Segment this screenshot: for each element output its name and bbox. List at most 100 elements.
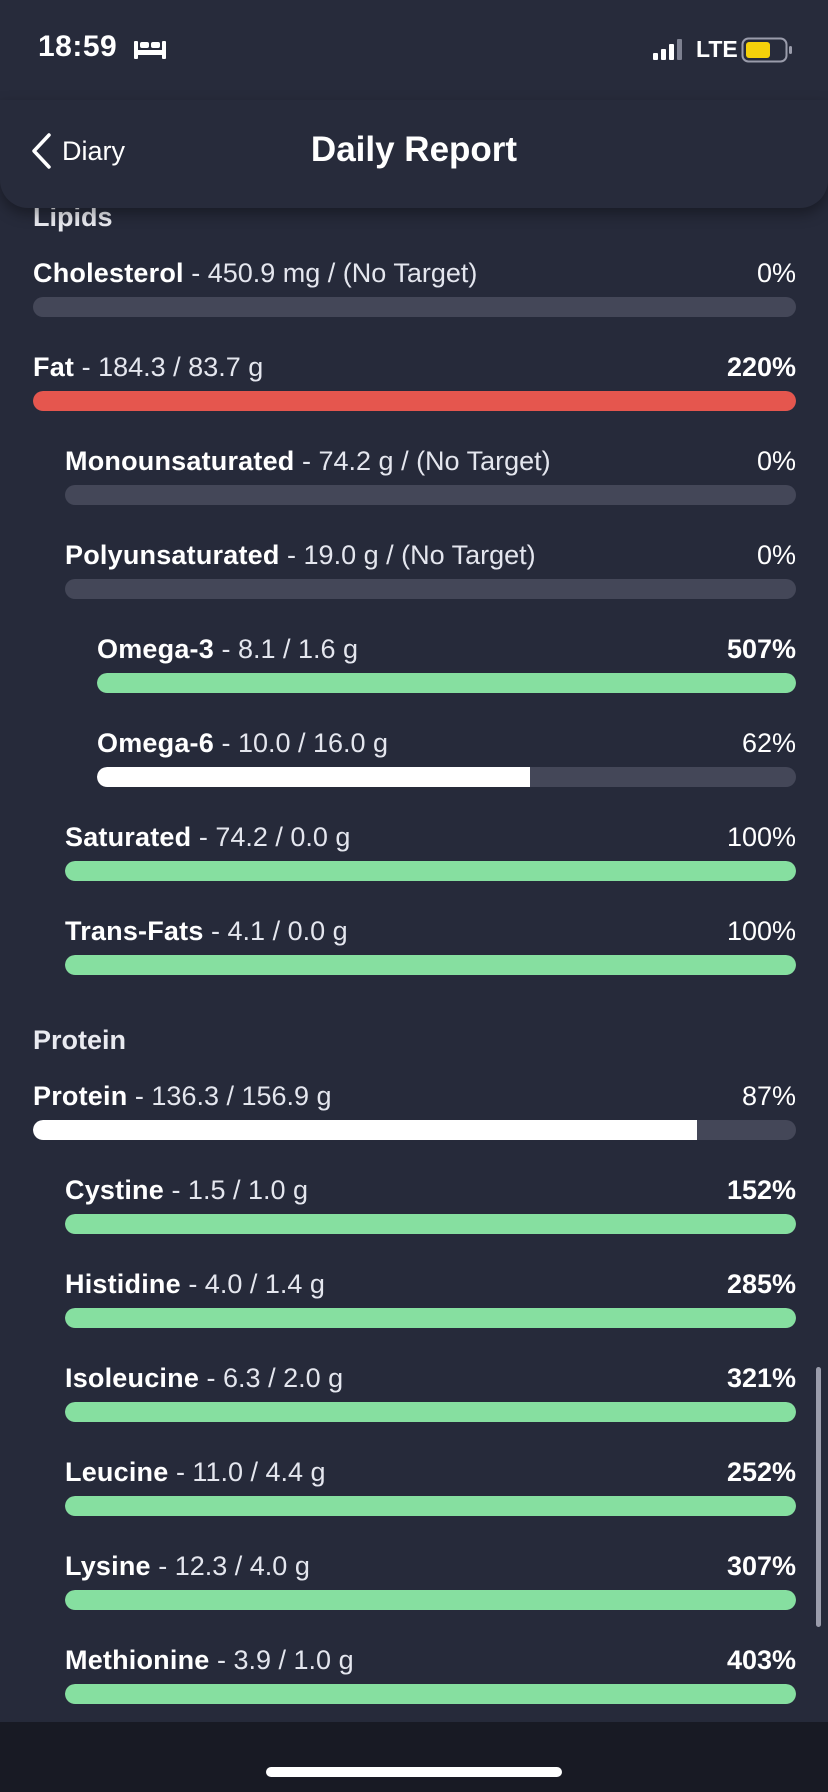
nutrient-amount: - 450.9 mg / (No Target) [183, 258, 478, 288]
nutrient-row-isoleucine[interactable]: Isoleucine - 6.3 / 2.0 g 321% [65, 1361, 796, 1422]
progress-bar-track [65, 579, 796, 599]
nutrient-row-lysine[interactable]: Lysine - 12.3 / 4.0 g 307% [65, 1549, 796, 1610]
progress-bar-track [65, 1590, 796, 1610]
nutrient-row-fat[interactable]: Fat - 184.3 / 83.7 g 220% [33, 350, 796, 411]
nutrient-row-cystine[interactable]: Cystine - 1.5 / 1.0 g 152% [65, 1173, 796, 1234]
nutrient-percent: 0% [756, 258, 796, 288]
nutrient-name: Fat [33, 352, 75, 382]
nutrient-percent: 0% [756, 446, 796, 476]
nutrient-name: Trans-Fats [65, 916, 204, 946]
nutrient-row-methionine[interactable]: Methionine - 3.9 / 1.0 g 403% [65, 1643, 796, 1704]
progress-bar-fill [65, 1214, 796, 1234]
battery-icon [741, 37, 792, 63]
nutrient-name: Polyunsaturated [65, 540, 280, 570]
progress-bar-track [65, 955, 796, 975]
signal-icon [653, 39, 682, 60]
nutrient-amount: - 11.0 / 4.4 g [168, 1457, 326, 1487]
back-label: Diary [62, 135, 126, 166]
nutrient-amount: - 74.2 / 0.0 g [191, 822, 351, 852]
nutrient-name: Leucine [65, 1457, 169, 1487]
nutrient-row-polyunsaturated[interactable]: Polyunsaturated - 19.0 g / (No Target) 0… [65, 538, 796, 599]
progress-bar-fill [65, 955, 796, 975]
nutrient-name: Monounsaturated [65, 446, 295, 476]
progress-bar-fill [65, 1684, 796, 1704]
nutrient-amount: - 4.0 / 1.4 g [180, 1269, 325, 1299]
progress-bar-track [65, 1496, 796, 1516]
nutrient-name: Cholesterol [33, 258, 184, 288]
nutrient-percent: 0% [756, 540, 796, 570]
nutrient-percent: 321% [726, 1363, 796, 1393]
progress-bar-fill [65, 861, 796, 881]
progress-bar-fill [97, 673, 796, 693]
progress-bar-fill [97, 767, 531, 787]
progress-bar-track [97, 673, 796, 693]
progress-bar-track [65, 861, 796, 881]
nutrient-percent: 100% [726, 916, 796, 946]
progress-bar-track [65, 1214, 796, 1234]
progress-bar-fill [33, 391, 796, 411]
nutrient-amount: - 6.3 / 2.0 g [199, 1363, 344, 1393]
nutrient-name: Cystine [65, 1175, 164, 1205]
scroll-indicator[interactable] [816, 1367, 821, 1627]
nutrient-row-leucine[interactable]: Leucine - 11.0 / 4.4 g 252% [65, 1455, 796, 1516]
progress-bar-fill [33, 1120, 697, 1140]
nutrient-name: Histidine [65, 1269, 181, 1299]
nutrient-amount: - 74.2 g / (No Target) [294, 446, 551, 476]
progress-bar-fill [65, 1590, 796, 1610]
nutrient-row-saturated[interactable]: Saturated - 74.2 / 0.0 g 100% [65, 820, 796, 881]
report-scroll-view[interactable]: Lipids Cholesterol - 450.9 mg / (No Targ… [0, 0, 828, 1722]
nutrient-percent: 307% [726, 1551, 796, 1581]
nutrient-name: Omega-3 [97, 634, 214, 664]
progress-bar-track [97, 767, 796, 787]
nutrient-name: Saturated [65, 822, 192, 852]
section-title-protein: Protein [33, 1025, 127, 1055]
nutrient-amount: - 3.9 / 1.0 g [209, 1645, 354, 1675]
progress-bar-fill [65, 1496, 796, 1516]
nutrient-name: Lysine [65, 1551, 151, 1581]
nutrient-row-omega-3[interactable]: Omega-3 - 8.1 / 1.6 g 507% [97, 632, 796, 693]
progress-bar-track [33, 391, 796, 411]
nutrient-row-protein[interactable]: Protein - 136.3 / 156.9 g 87% [33, 1079, 796, 1140]
nutrient-percent: 152% [726, 1175, 796, 1205]
nutrient-percent: 507% [726, 634, 796, 664]
page-title: Daily Report [310, 130, 518, 169]
nutrient-amount: - 184.3 / 83.7 g [74, 352, 264, 382]
nutrient-row-trans-fats[interactable]: Trans-Fats - 4.1 / 0.0 g 100% [65, 914, 796, 975]
nutrient-percent: 220% [726, 352, 796, 382]
nutrient-amount: - 8.1 / 1.6 g [213, 634, 359, 664]
status-time: 18:59 [38, 30, 118, 63]
nutrient-name: Isoleucine [65, 1363, 200, 1393]
progress-bar-fill [65, 1308, 796, 1328]
home-indicator[interactable] [266, 1767, 562, 1777]
nutrient-row-histidine[interactable]: Histidine - 4.0 / 1.4 g 285% [65, 1267, 796, 1328]
nutrient-row-cholesterol[interactable]: Cholesterol - 450.9 mg / (No Target) 0% [33, 256, 796, 317]
nutrient-amount: - 19.0 g / (No Target) [279, 540, 536, 570]
progress-bar-track [65, 1402, 796, 1422]
network-label: LTE [696, 36, 738, 62]
nutrient-percent: 87% [741, 1081, 796, 1111]
nutrient-name: Methionine [65, 1645, 210, 1675]
bottom-safe-area [0, 1722, 828, 1792]
nutrient-name: Omega-6 [97, 728, 214, 758]
progress-bar-track [33, 1120, 796, 1140]
nutrient-row-omega-6[interactable]: Omega-6 - 10.0 / 16.0 g 62% [97, 726, 796, 787]
nutrient-percent: 403% [726, 1645, 796, 1675]
chevron-left-icon [32, 133, 51, 169]
status-bar: 18:59 LTE [0, 0, 828, 100]
nutrient-amount: - 1.5 / 1.0 g [163, 1175, 309, 1205]
nutrient-percent: 100% [726, 822, 796, 852]
progress-bar-track [65, 1308, 796, 1328]
nutrient-amount: - 4.1 / 0.0 g [203, 916, 348, 946]
nutrient-amount: - 10.0 / 16.0 g [213, 728, 389, 758]
nutrient-amount: - 12.3 / 4.0 g [150, 1551, 310, 1581]
nutrient-amount: - 136.3 / 156.9 g [127, 1081, 332, 1111]
nutrient-percent: 62% [741, 728, 796, 758]
progress-bar-track [65, 1684, 796, 1704]
back-button[interactable]: Diary [30, 128, 125, 174]
bed-icon [134, 41, 166, 59]
nutrient-percent: 285% [726, 1269, 796, 1299]
progress-bar-track [65, 485, 796, 505]
progress-bar-track [33, 297, 796, 317]
nutrient-row-monounsaturated[interactable]: Monounsaturated - 74.2 g / (No Target) 0… [65, 444, 796, 505]
navigation-bar: Diary Daily Report [0, 100, 828, 208]
